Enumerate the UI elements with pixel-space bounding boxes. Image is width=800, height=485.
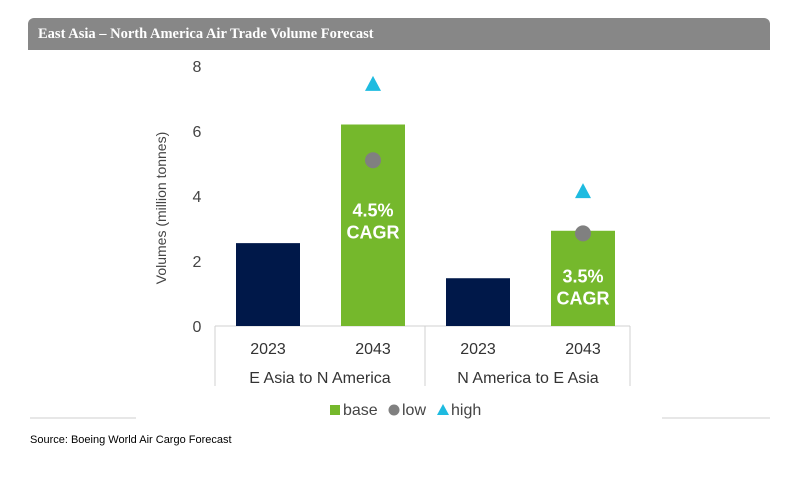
x-tick-label-2: 2023 bbox=[460, 341, 496, 358]
marker-high-1 bbox=[365, 75, 381, 91]
legend-swatch-low bbox=[388, 404, 400, 416]
group-label-1: N America to E Asia bbox=[457, 370, 598, 387]
x-tick-label-0: 2023 bbox=[250, 341, 286, 358]
source-note: Source: Boeing World Air Cargo Forecast bbox=[30, 434, 232, 446]
bar-base-3 bbox=[551, 230, 615, 326]
y-axis-label: Volumes (million tonnes) bbox=[153, 132, 169, 285]
y-tick-label-8: 8 bbox=[193, 59, 202, 76]
marker-low-1 bbox=[365, 152, 381, 169]
y-tick-label-0: 0 bbox=[193, 319, 202, 336]
legend-swatch-high bbox=[437, 404, 449, 415]
chart-title: East Asia – North America Air Trade Volu… bbox=[38, 26, 374, 42]
x-tick-label-1: 2043 bbox=[355, 341, 391, 358]
legend-label-high: high bbox=[451, 402, 481, 419]
bar-base-0 bbox=[236, 243, 300, 326]
cagr-value-0: 4.5% bbox=[352, 200, 393, 220]
group-label-0: E Asia to N America bbox=[249, 370, 390, 387]
cagr-label-0: CAGR bbox=[347, 222, 400, 242]
cagr-label-1: CAGR bbox=[557, 288, 610, 308]
cagr-value-1: 3.5% bbox=[562, 266, 603, 286]
legend-label-base: base bbox=[343, 402, 378, 419]
title-bar: East Asia – North America Air Trade Volu… bbox=[28, 18, 770, 50]
bar-base-2 bbox=[446, 278, 510, 326]
x-tick-label-3: 2043 bbox=[565, 341, 601, 358]
y-tick-label-2: 2 bbox=[193, 254, 202, 271]
y-tick-label-6: 6 bbox=[193, 124, 202, 141]
marker-high-3 bbox=[575, 183, 591, 199]
legend-label-low: low bbox=[402, 402, 426, 419]
legend-swatch-base bbox=[330, 405, 340, 415]
y-tick-label-4: 4 bbox=[193, 189, 202, 206]
marker-low-3 bbox=[575, 225, 591, 242]
